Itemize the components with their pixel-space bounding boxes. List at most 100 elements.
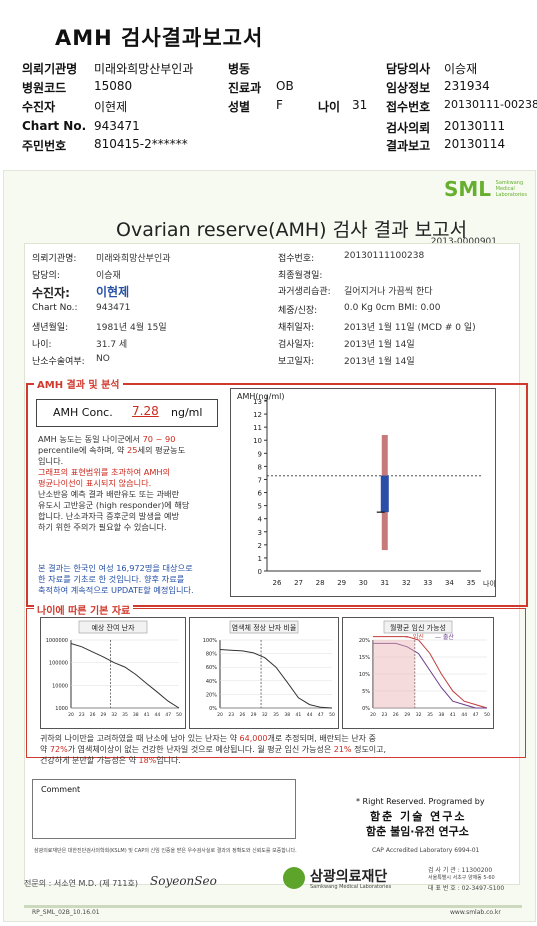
x-tick-label: 47 [165, 712, 171, 718]
x-tick-label: 23 [228, 712, 234, 718]
y-tick-label: 13 [253, 398, 262, 406]
analysis-line: 입니다. [38, 456, 64, 466]
info-value: 길어지거나 가끔씩 한다 [344, 287, 433, 297]
info-value: 2013년 1월 11일 (MCD # 0 일) [344, 323, 476, 333]
summary-line: 귀하의 나이만을 고려하였을 때 난소에 남아 있는 난자는 약 [40, 734, 237, 743]
y-tick-label: 20% [359, 638, 370, 644]
info-label: 과거생리습관: [278, 287, 331, 297]
mini-chart-box-2: 염색체 정상 난자 비율 100% 80% 60% 40% 20% 0% 20 23 26 29 32… [189, 617, 339, 729]
hdr-label: 진료과 [228, 81, 262, 95]
mini-chart-title: 월평균 임신 가능성 [390, 623, 446, 632]
y-tick-label: 10 [253, 437, 262, 445]
mini-chart-box-1: 예상 잔여 난자 1000000 100000 10000 1000 20 23 26 29 32… [40, 617, 186, 729]
x-tick-label: 41 [450, 712, 456, 718]
x-tick-label: 38 [439, 712, 445, 718]
analysis-line: 한 자료를 기초로 한 것입니다. 향후 자료를 [38, 574, 185, 584]
x-axis-extra-label: 나이 [483, 579, 495, 588]
x-tick-label: 20 [370, 712, 376, 718]
y-tick-label: 0% [209, 706, 217, 712]
logo-sub-line: Medical [495, 186, 515, 192]
analysis-line: 합니다. 난소과자극 증후군의 발생을 예방 [38, 511, 180, 521]
hdr-label: 주민번호 [22, 139, 67, 153]
summary-line: 정도이고, [354, 745, 387, 754]
x-tick-label: 20 [217, 712, 223, 718]
hdr-value: 20130111-00238 [444, 98, 537, 111]
y-tick-label: 1 [258, 555, 262, 563]
y-tick-label: 0 [258, 568, 262, 576]
info-label: 생년월일: [32, 323, 69, 333]
hdr-label: 성별 [228, 100, 251, 114]
y-tick-label: 100000 [49, 661, 68, 667]
summary-line: 개로 추정되며, 배란되는 난자 중 [267, 734, 376, 743]
foundation-logo-icon [283, 867, 305, 889]
x-tick-label: 35 [427, 712, 433, 718]
info-value: 2013년 1월 14일 [344, 357, 415, 367]
contact-address: 서울특별시 서초구 양재동 5-60 [428, 875, 495, 881]
analysis-line: percentile에 속하며, 약 [38, 445, 125, 455]
amh-chart-box: AMH(ng/ml) 0 1 2 3 4 5 6 7 8 9 10 11 12 13 26 27 28 29 30 31… [230, 388, 496, 597]
conc-label: AMH Conc. [53, 406, 113, 419]
x-tick-label: 29 [251, 712, 257, 718]
y-tick-label: 20% [206, 692, 217, 698]
hdr-label: 수진자 [22, 100, 56, 114]
hdr-label: 접수번호 [386, 100, 431, 114]
x-tick-label: 26 [393, 712, 399, 718]
x-tick-label: 31 [380, 579, 389, 587]
x-tick-label: 35 [273, 712, 279, 718]
hdr-value: OB [276, 79, 294, 93]
hdr-value: 이현제 [94, 100, 128, 114]
x-tick-label: 33 [423, 579, 432, 587]
series-line [373, 642, 487, 709]
x-tick-label: 41 [296, 712, 302, 718]
y-tick-label: 1000000 [46, 638, 68, 644]
section-title-age: 나이에 따른 기본 자료 [34, 602, 134, 617]
y-tick-label: 5 [258, 503, 262, 511]
mini-title-bg [383, 620, 453, 634]
x-tick-label: 26 [90, 712, 96, 718]
info-value: NO [96, 354, 110, 364]
hdr-value: 이승재 [444, 62, 478, 76]
x-tick-label: 26 [240, 712, 246, 718]
doctor-signature: SoyeonSeo [150, 874, 217, 888]
x-tick-label: 47 [318, 712, 324, 718]
x-tick-label: 38 [133, 712, 139, 718]
y-tick-label: 3 [258, 529, 262, 537]
info-label: 체중/신장: [278, 306, 318, 316]
hdr-label: 의뢰기관명 [22, 62, 78, 76]
hdr-label: 병원코드 [22, 81, 67, 95]
pregnancy-rate: 21% [333, 745, 352, 754]
hdr-value: 810415-2****** [94, 137, 188, 151]
y-tick-label: 60% [206, 665, 217, 671]
mini-chart-normal-eggs: 염색체 정상 난자 비율 100% 80% 60% 40% 20% 0%20 23 26 29 32… [203, 620, 335, 718]
mini-title-bg [78, 620, 148, 634]
info-label: 의뢰기관명: [32, 254, 77, 264]
y-axis-label: AMH(ng/ml) [237, 392, 285, 401]
normal-egg-ratio: 72% [49, 745, 68, 754]
legend-pregnancy: — 임신 [405, 633, 424, 641]
info-value: 2013년 1월 14일 [344, 340, 415, 350]
analysis-line: 그래프의 표현범위를 초과하여 AMH의 [38, 467, 171, 477]
hdr-value: 943471 [94, 119, 140, 133]
x-tick-label: 44 [155, 712, 161, 718]
info-value: 20130111100238 [344, 251, 425, 261]
mini-title-bg [229, 620, 299, 634]
y-tick-label: 2 [258, 542, 262, 550]
summary-line: 약 [40, 745, 48, 754]
iqr-box [380, 475, 389, 513]
website-link[interactable]: www.smlab.co.kr [450, 909, 501, 916]
hdr-label: 검사의뢰 [386, 121, 431, 135]
contact-code: 검 사 기 관 : 11300200 [428, 867, 493, 874]
hdr-label: 나이 [318, 100, 341, 114]
rights-text: * Right Reserved. Programed by [356, 797, 485, 806]
doctor-name: 전문의 : 서소연 M.D. (제 711호) [24, 879, 138, 888]
mini-chart-title: 염색체 정상 난자 비율 [232, 623, 297, 632]
hdr-value: 20130114 [444, 137, 506, 151]
y-tick-label: 10% [359, 672, 370, 678]
hdr-label: 담당의사 [386, 62, 431, 76]
x-tick-label: 20 [68, 712, 74, 718]
y-tick-label: 9 [258, 450, 262, 458]
foundation-en: Samkwang Medical Laboratories [310, 884, 392, 890]
amh-concentration-box: AMH Conc. 7.28 ng/ml [36, 399, 218, 427]
info-label: 접수번호: [278, 254, 315, 264]
